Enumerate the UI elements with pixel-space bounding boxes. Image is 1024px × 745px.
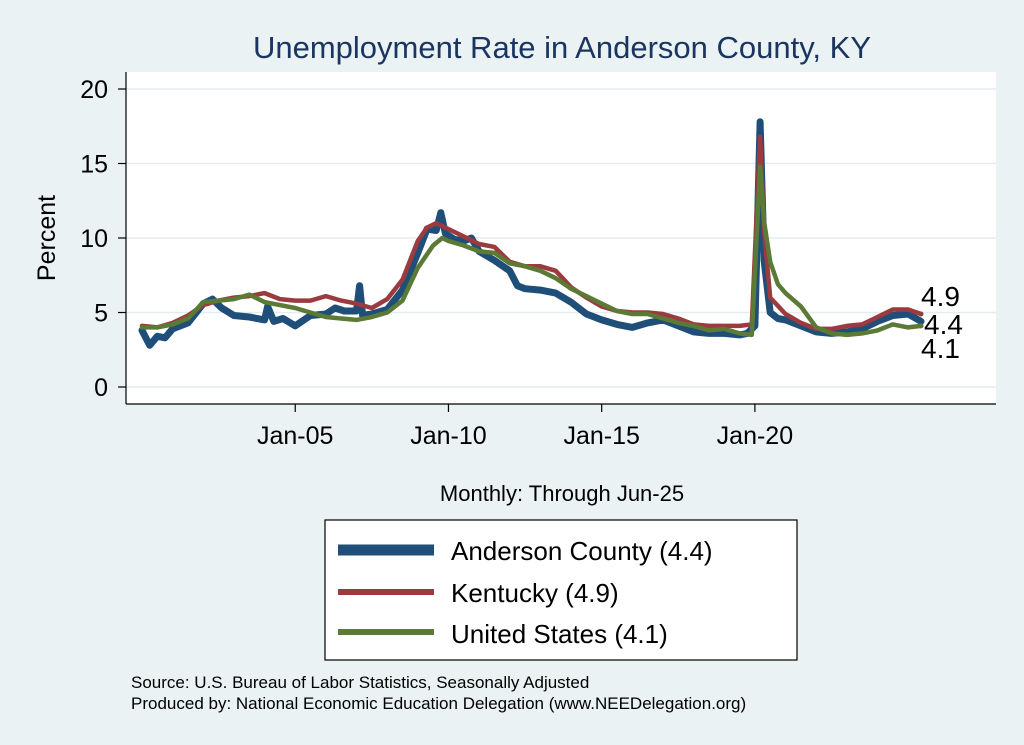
end-marker-anderson-county: [918, 318, 924, 324]
end-label-anderson: 4.4: [924, 309, 963, 340]
y-ticks: 0 5 10 15 20: [80, 76, 126, 402]
x-tick-label-Jan-20: Jan-20: [717, 422, 793, 450]
legend-label-united-states: United States (4.1): [451, 619, 668, 649]
end-label-united-states: 4.1: [921, 333, 960, 364]
y-tick-label-15: 15: [80, 151, 108, 179]
end-markers: [918, 311, 924, 329]
y-axis-label: Percent: [33, 195, 61, 281]
series-line-united-states: [139, 164, 924, 338]
source-line: Source: U.S. Bureau of Labor Statistics,…: [131, 673, 589, 692]
end-label-kentucky: 4.9: [921, 281, 960, 312]
x-axis-label: Monthly: Through Jun-25: [440, 481, 684, 506]
producer-line: Produced by: National Economic Education…: [131, 694, 746, 713]
legend-label-anderson: Anderson County (4.4): [451, 536, 713, 566]
legend: Anderson County (4.4) Kentucky (4.9) Uni…: [324, 519, 798, 661]
y-tick-label-0: 0: [94, 374, 108, 402]
series-line-kentucky: [139, 134, 924, 332]
y-tick-label-10: 10: [80, 225, 108, 253]
y-tick-label-5: 5: [94, 300, 108, 328]
y-tick-label-20: 20: [80, 76, 108, 104]
x-tick-label-Jan-15: Jan-15: [563, 422, 639, 450]
x-tick-label-Jan-10: Jan-10: [410, 422, 486, 450]
end-marker-united-states: [918, 323, 924, 329]
x-ticks: Jan-05 Jan-10 Jan-15 Jan-20: [257, 404, 793, 450]
x-tick-label-Jan-05: Jan-05: [257, 422, 333, 450]
series-layer: [138, 118, 925, 349]
chart-title: Unemployment Rate in Anderson County, KY: [253, 30, 871, 65]
end-marker-kentucky: [918, 311, 924, 317]
legend-label-kentucky: Kentucky (4.9): [451, 578, 619, 608]
